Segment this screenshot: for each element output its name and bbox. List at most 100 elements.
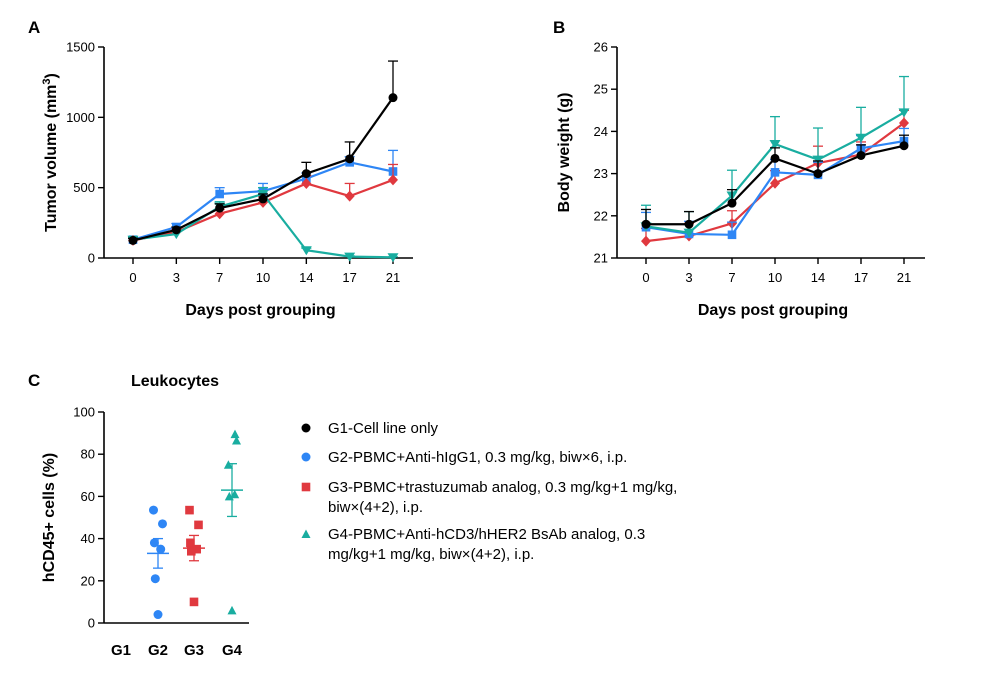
leuko-data-point	[150, 574, 160, 584]
legend-label: mg/kg+1 mg/kg, biw×(4+2), i.p.	[328, 546, 534, 563]
tumor-data-point	[301, 169, 311, 179]
tumor-y-tick-label: 1500	[66, 40, 95, 55]
weight-x-axis-title: Days post grouping	[698, 302, 848, 319]
tumor-x-tick-label: 3	[173, 270, 180, 285]
panel-b-letter: B	[553, 18, 565, 37]
legend: G1-Cell line only G2-PBMC+Anti-hIgG1, 0.3…	[301, 420, 677, 563]
weight-x-tick-label: 7	[728, 270, 735, 285]
leuko-data-point	[185, 505, 194, 515]
tumor-volume-chart: 0 500 1000 1500 0 3 7 10 14 17 21 Days post groupin…	[41, 40, 413, 319]
weight-x-tick-label: 17	[854, 270, 868, 285]
weight-data-point	[898, 108, 910, 118]
weight-y-tick-label: 23	[594, 166, 608, 181]
leuko-group-g4	[221, 429, 243, 615]
tumor-x-tick-label: 17	[342, 270, 356, 285]
weight-x-tick-label: 10	[768, 270, 782, 285]
weight-data-point	[770, 153, 780, 163]
weight-data-point	[769, 140, 781, 150]
tumor-data-point	[215, 203, 225, 213]
legend-label: G1-Cell line only	[328, 420, 439, 437]
leuko-group-g2	[147, 505, 169, 620]
leuko-data-point	[232, 435, 241, 445]
leuko-data-point	[230, 429, 240, 439]
leuko-data-point	[186, 538, 195, 548]
weight-data-point	[727, 198, 737, 208]
leuko-data-point	[158, 519, 167, 529]
legend-item-g4: G4-PBMC+Anti-hCD3/hHER2 BsAb analog, 0.3…	[301, 526, 645, 563]
leuko-x-category-label: G1	[111, 642, 131, 659]
leuko-data-point	[149, 505, 158, 515]
tumor-x-tick-label: 10	[256, 270, 270, 285]
leuko-data-point	[223, 460, 233, 469]
tumor-y-tick-label: 500	[73, 180, 95, 195]
tumor-data-point	[300, 246, 312, 256]
tumor-data-point	[388, 174, 398, 186]
leuko-x-category-label: G4	[222, 642, 243, 659]
tumor-x-tick-label: 7	[216, 270, 223, 285]
legend-label: G2-PBMC+Anti-hIgG1, 0.3 mg/kg, biw×6, i.…	[328, 449, 627, 466]
weight-y-tick-label: 26	[594, 40, 608, 55]
legend-label: biw×(4+2), i.p.	[328, 499, 423, 516]
weight-x-tick-label: 0	[642, 270, 649, 285]
tumor-data-point	[215, 189, 224, 199]
weight-data-point	[727, 230, 737, 240]
leuko-y-tick-label: 100	[73, 405, 95, 420]
tumor-y-axis-title: Tumor volume (mm3)	[41, 73, 60, 232]
tumor-x-tick-label: 21	[386, 270, 400, 285]
weight-data-point	[855, 133, 867, 143]
tumor-data-point	[128, 235, 138, 245]
weight-data-point	[641, 235, 651, 247]
weight-x-tick-label: 14	[811, 270, 825, 285]
legend-marker	[301, 452, 311, 462]
leuko-group-g3	[183, 505, 205, 607]
legend-label: G3-PBMC+trastuzumab analog, 0.3 mg/kg+1 …	[328, 479, 677, 496]
weight-y-axis-title: Body weight (g)	[556, 93, 573, 213]
leuko-x-category-label: G2	[148, 642, 168, 659]
leukocytes-chart: Leukocytes 0 20 40 60 80 100 G1 G2 G3 G4 hCD45+ cel…	[41, 373, 249, 659]
weight-data-point	[899, 117, 909, 129]
legend-item-g1: G1-Cell line only	[301, 420, 439, 437]
leuko-y-tick-label: 20	[81, 573, 95, 588]
panel-c-letter: C	[28, 371, 40, 390]
leuko-data-point	[192, 544, 201, 554]
weight-data-point	[770, 177, 780, 189]
leuko-data-point	[227, 605, 237, 615]
leuko-y-tick-label: 60	[81, 489, 95, 504]
legend-marker	[301, 423, 311, 433]
body-weight-chart: 21 22 23 24 25 26 0 3 7 10 14 17 21 Days post groupin…	[556, 40, 925, 319]
leuko-data-point	[189, 597, 199, 607]
tumor-y-tick-label: 1000	[66, 110, 95, 125]
weight-y-tick-label: 24	[594, 124, 608, 139]
legend-marker	[301, 529, 311, 538]
leuko-y-axis-title: hCD45+ cells (%)	[41, 453, 58, 582]
leuko-data-point	[187, 546, 196, 556]
leuko-x-category-label: G3	[184, 642, 204, 659]
weight-series-g1	[641, 134, 909, 229]
legend-marker	[301, 482, 311, 492]
leuko-data-point	[153, 610, 163, 620]
legend-label: G4-PBMC+Anti-hCD3/hHER2 BsAb analog, 0.3	[328, 526, 645, 543]
weight-data-point	[684, 219, 694, 229]
tumor-data-point	[344, 190, 355, 202]
weight-y-tick-label: 21	[594, 251, 608, 266]
tumor-data-point	[388, 93, 398, 103]
weight-data-point	[770, 168, 780, 177]
tumor-data-point	[258, 194, 268, 204]
tumor-data-point	[387, 253, 399, 263]
tumor-data-point	[301, 177, 312, 189]
leukocytes-title: Leukocytes	[131, 373, 219, 390]
weight-data-point	[683, 228, 695, 238]
tumor-x-axis-title: Days post grouping	[185, 302, 335, 319]
weight-data-point	[856, 150, 866, 160]
weight-data-point	[813, 169, 823, 179]
leuko-data-point	[194, 520, 203, 530]
leuko-y-tick-label: 80	[81, 447, 95, 462]
leuko-y-tick-label: 0	[88, 616, 95, 631]
tumor-y-tick-label: 0	[88, 251, 95, 266]
weight-data-point	[812, 155, 824, 165]
tumor-x-tick-label: 0	[129, 270, 136, 285]
weight-x-tick-label: 3	[685, 270, 692, 285]
legend-item-g3: G3-PBMC+trastuzumab analog, 0.3 mg/kg+1 …	[301, 479, 677, 516]
legend-item-g2: G2-PBMC+Anti-hIgG1, 0.3 mg/kg, biw×6, i.…	[301, 449, 627, 466]
